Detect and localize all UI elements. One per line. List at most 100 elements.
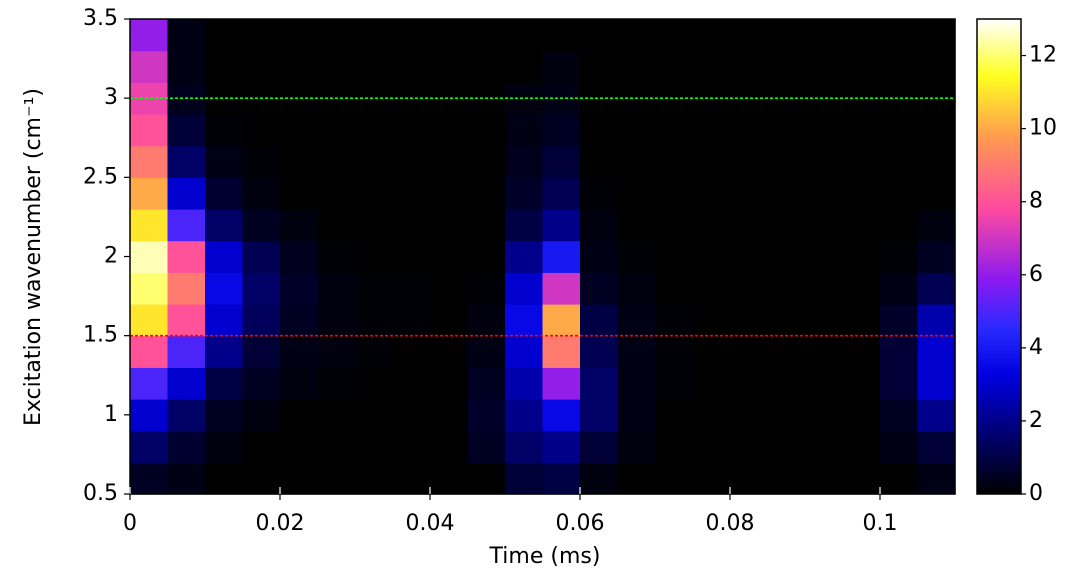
heatmap-cell [692,335,731,368]
heatmap-cell [430,367,469,400]
heatmap-cell [505,177,544,210]
heatmap-cell [505,19,544,52]
heatmap-cell [917,114,956,147]
heatmap-cell [692,50,731,83]
heatmap-cell [617,367,656,400]
heatmap-cell [130,335,169,368]
heatmap-cell [617,19,656,52]
heatmap-cell [392,367,431,400]
heatmap-cell [167,335,206,368]
heatmap-cell [917,399,956,432]
heatmap-cell [655,399,694,432]
heatmap-cell [730,272,769,305]
heatmap-cell [880,209,919,242]
heatmap-cell [392,399,431,432]
y-tick-label: 2 [104,244,118,269]
x-tick-label: 0.06 [556,511,605,536]
heatmap-cell [205,430,244,463]
heatmap-cell [917,304,956,337]
heatmap-cell [542,462,581,495]
heatmap-cell [317,240,356,273]
heatmap-cell [467,114,506,147]
heatmap-cell [542,430,581,463]
heatmap-cell [355,19,394,52]
heatmap-cell [767,114,806,147]
heatmap-cell [167,177,206,210]
heatmap-cell [242,177,281,210]
heatmap-cell [692,114,731,147]
heatmap-cell [917,367,956,400]
heatmap-cell [617,430,656,463]
heatmap-cell [692,462,731,495]
heatmap-cell [617,335,656,368]
heatmap-cell [692,367,731,400]
heatmap-cell [430,272,469,305]
heatmap-cell [542,114,581,147]
heatmap-cell [805,145,844,178]
heatmap-cell [842,272,881,305]
heatmap-cell [130,462,169,495]
heatmap-cell [580,335,619,368]
heatmap-cell [692,304,731,337]
y-tick-label: 1.5 [83,323,118,348]
heatmap-cell [692,145,731,178]
heatmap-cell [767,50,806,83]
heatmap-cell [617,177,656,210]
heatmap-cell [692,177,731,210]
heatmap-cell [580,430,619,463]
heatmap-cell [167,209,206,242]
heatmap-cell [730,462,769,495]
heatmap-cell [880,304,919,337]
heatmap-cell [280,50,319,83]
heatmap-cell [355,114,394,147]
heatmap-cell [392,430,431,463]
heatmap-cell [205,145,244,178]
heatmap-cell [355,209,394,242]
heatmap-cell [205,50,244,83]
heatmap-cell [655,145,694,178]
heatmap-cell [355,272,394,305]
heatmap-cell [542,335,581,368]
heatmap-cell [842,399,881,432]
heatmap-cell [655,335,694,368]
heatmap-cell [280,399,319,432]
heatmap-cell [917,19,956,52]
heatmap-cell [430,335,469,368]
heatmap-cell [392,304,431,337]
heatmap-cell [880,367,919,400]
heatmap-cell [355,304,394,337]
heatmap-cell [655,272,694,305]
heatmap-cell [242,430,281,463]
heatmap-cell [355,240,394,273]
heatmap-cell [880,399,919,432]
heatmap-cell [242,272,281,305]
heatmap-cell [242,399,281,432]
heatmap-cell [505,304,544,337]
heatmap-cell [917,335,956,368]
heatmap-cell [617,145,656,178]
heatmap-cell [392,50,431,83]
heatmap-cell [242,304,281,337]
heatmap-cell [730,240,769,273]
heatmap-cell [730,145,769,178]
heatmap-cell [505,367,544,400]
heatmap-cell [805,462,844,495]
heatmap-cell [767,335,806,368]
heatmap-cell [842,367,881,400]
heatmap-cell [842,145,881,178]
heatmap-cell [692,209,731,242]
heatmap-cell [880,272,919,305]
heatmap-cell [730,209,769,242]
x-tick-label: 0.02 [256,511,305,536]
heatmap-cell [242,209,281,242]
heatmap-cell [467,367,506,400]
colorbar-tick-label: 10 [1029,116,1057,141]
heatmap-cell [130,304,169,337]
heatmap-cell [130,272,169,305]
heatmap-cell [355,430,394,463]
heatmap-cell [580,304,619,337]
heatmap-cell [467,145,506,178]
heatmap-cell [242,367,281,400]
heatmap-cell [880,462,919,495]
heatmap-cell [655,19,694,52]
